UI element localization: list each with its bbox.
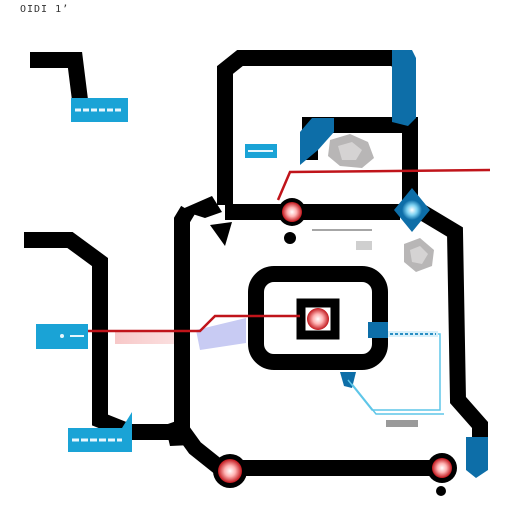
glowing-node-icon bbox=[278, 198, 306, 244]
label-tags bbox=[36, 98, 277, 452]
label-tag-bottom-left bbox=[68, 412, 132, 452]
diagram-title: OIDI 1’ bbox=[20, 4, 70, 15]
black-wedge-lower bbox=[210, 222, 232, 246]
glowing-node-icon bbox=[427, 453, 457, 496]
pink-fill-band bbox=[115, 330, 177, 344]
cyan-dash-strip bbox=[388, 331, 438, 337]
cyan-flow-1 bbox=[347, 333, 441, 411]
track-top-left bbox=[30, 52, 88, 101]
cyan-flow-lines bbox=[347, 333, 444, 415]
glowing-node-icon bbox=[213, 454, 247, 488]
gray-note-box bbox=[356, 241, 372, 250]
blue-accent-bottom-right bbox=[466, 437, 488, 478]
red-line-top bbox=[276, 168, 491, 201]
black-wedge-left bbox=[180, 196, 222, 218]
black-wedge-bottom bbox=[165, 418, 192, 446]
blue-accent-top-right bbox=[392, 50, 416, 126]
track-inner-ring bbox=[248, 266, 388, 370]
track-inner-square bbox=[296, 298, 340, 340]
rock-icon bbox=[404, 238, 434, 272]
track-left-zigzag bbox=[24, 232, 128, 438]
cyan-diamond-icon bbox=[394, 188, 430, 232]
blue-accent-ring-right bbox=[368, 322, 388, 338]
red-signal-lines bbox=[88, 168, 491, 333]
rock-icon bbox=[328, 134, 374, 168]
blue-accents bbox=[300, 50, 488, 478]
track-right-side bbox=[405, 198, 488, 455]
red-line-left bbox=[88, 314, 300, 333]
lavender-fill-band bbox=[196, 318, 246, 350]
glowing-node-icon bbox=[307, 308, 329, 330]
gray-notes bbox=[312, 229, 418, 427]
blue-accent-inner-top bbox=[300, 118, 334, 165]
label-tag-left-mid-dot bbox=[60, 334, 64, 338]
cyan-flow-2 bbox=[351, 383, 444, 415]
gray-note-bar bbox=[386, 420, 418, 427]
